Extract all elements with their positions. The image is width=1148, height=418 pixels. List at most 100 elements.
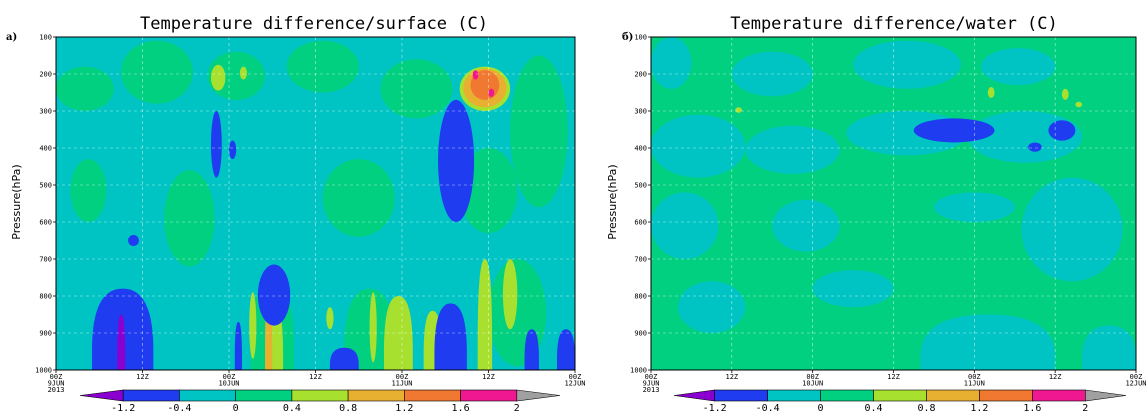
colorbar-segment <box>1032 389 1086 402</box>
colorbar-label: 0.8 <box>917 403 935 414</box>
colorbar-segment <box>235 389 293 402</box>
heatmap-region <box>524 329 539 370</box>
colorbar: -1.2 -0.4 0 0.4 0.8 1.2 1.6 2 <box>79 389 561 414</box>
heatmap-region <box>164 170 215 267</box>
x-tick-label: 12Z <box>309 373 322 381</box>
panel-label: a) <box>6 32 17 43</box>
colorbar-segment <box>460 389 518 402</box>
y-tick-label: 500 <box>634 182 647 190</box>
colorbar-label: 0.4 <box>283 403 301 414</box>
heatmap-region <box>239 66 248 80</box>
colorbar-label: 0.8 <box>339 403 357 414</box>
heatmap-region <box>459 148 518 234</box>
x-tick-label: 12Z <box>1049 373 1062 381</box>
y-tick-label: 200 <box>39 71 52 79</box>
x-tick-label: 00Z <box>223 373 236 381</box>
chart-title: Temperature difference/surface (C) <box>140 14 488 34</box>
x-tick-label: 12Z <box>887 373 900 381</box>
x-tick-label: 00Z <box>968 373 981 381</box>
y-tick-label: 400 <box>39 145 52 153</box>
heatmap-region <box>434 303 467 370</box>
colorbar-segment <box>404 389 461 402</box>
heatmap-region <box>229 140 237 160</box>
x-tick-label: 11JUN <box>964 380 985 388</box>
heatmap-region <box>920 314 1056 370</box>
x-tick-label: 00Z <box>569 373 582 381</box>
colorbar-label: -0.4 <box>756 403 780 414</box>
heatmap-region <box>1082 325 1136 370</box>
heatmap-region <box>1028 142 1042 152</box>
axis-ticks: 100200300400500600700800900100000Z9JUN20… <box>630 34 1146 395</box>
heatmap-region <box>1048 120 1076 141</box>
heatmap-region <box>1061 88 1069 100</box>
heatmap-region <box>853 40 961 89</box>
colorbar-segment <box>179 389 236 402</box>
heatmap-region <box>329 347 359 370</box>
axis-ticks: 100200300400500600700800900100000Z9JUN20… <box>35 34 585 395</box>
x-tick-label: 00Z <box>50 373 63 381</box>
heatmap-region <box>651 192 719 259</box>
colorbar-segment <box>122 389 180 402</box>
heatmap-region <box>70 159 107 222</box>
x-tick-label: 10JUN <box>218 380 239 388</box>
colorbar-segment <box>347 389 405 402</box>
colorbar-segment <box>979 389 1033 402</box>
y-tick-label: 300 <box>39 108 52 116</box>
colorbar: -1.2 -0.4 0 0.4 0.8 1.2 1.6 2 <box>673 389 1127 414</box>
colorbar-segment <box>291 389 349 402</box>
y-tick-label: 700 <box>634 256 647 264</box>
colorbar-segment <box>926 389 980 402</box>
heatmap-region <box>735 107 742 113</box>
heatmap-region <box>344 288 395 370</box>
y-tick-label: 800 <box>634 293 647 301</box>
x-tick-label: 12Z <box>136 373 149 381</box>
x-tick-label: 00Z <box>645 373 658 381</box>
x-tick-label: 9JUN <box>48 380 65 388</box>
x-tick-label: 11JUN <box>391 380 412 388</box>
y-tick-label: 1000 <box>35 367 52 375</box>
y-tick-label: 600 <box>634 219 647 227</box>
x-tick-label: 00Z <box>806 373 819 381</box>
y-tick-label: 400 <box>634 145 647 153</box>
colorbar-label: 0.4 <box>864 403 882 414</box>
colorbar-label: 1.6 <box>452 403 470 414</box>
heatmap-region <box>472 70 479 80</box>
colorbar-segment <box>79 389 124 402</box>
heatmap-region <box>120 40 193 104</box>
heatmap-region <box>510 55 568 208</box>
y-tick-label: 800 <box>39 293 52 301</box>
colorbar-label: -0.4 <box>167 403 191 414</box>
panel-label: б) <box>622 32 633 43</box>
colorbar-label: 0 <box>233 403 239 414</box>
colorbar-segment <box>714 389 768 402</box>
colorbar-segment <box>767 389 821 402</box>
heatmap-region <box>322 159 395 237</box>
y-tick-label: 1000 <box>630 367 647 375</box>
x-tick-label: 12JUN <box>1125 380 1146 388</box>
heatmap-region <box>477 259 493 370</box>
heatmap-region <box>210 111 222 178</box>
x-tick-label: 12Z <box>482 373 495 381</box>
heatmap-region <box>369 292 377 363</box>
colorbar-label: 1.2 <box>395 403 413 414</box>
colorbar-label: 1.6 <box>1023 403 1041 414</box>
heatmap-region <box>234 321 242 370</box>
heatmap-region <box>502 259 518 330</box>
heatmap-region <box>380 59 453 119</box>
heatmap-region <box>210 64 226 91</box>
y-tick-label: 500 <box>39 182 52 190</box>
heatmap-region <box>812 270 894 308</box>
heatmap-region <box>128 234 139 247</box>
heatmap-region <box>257 264 291 326</box>
heatmap-region <box>249 292 257 359</box>
heatmap-region <box>117 314 126 370</box>
colorbar-segment <box>1085 389 1127 402</box>
heatmap-area <box>55 36 576 371</box>
x-tick-label: 2013 <box>643 386 660 394</box>
y-tick-label: 100 <box>634 34 647 42</box>
heatmap-region <box>772 199 840 252</box>
x-tick-label: 10JUN <box>802 380 823 388</box>
colorbar-label: 1.2 <box>970 403 988 414</box>
y-axis-label: Pressure(hPa) <box>606 164 619 239</box>
